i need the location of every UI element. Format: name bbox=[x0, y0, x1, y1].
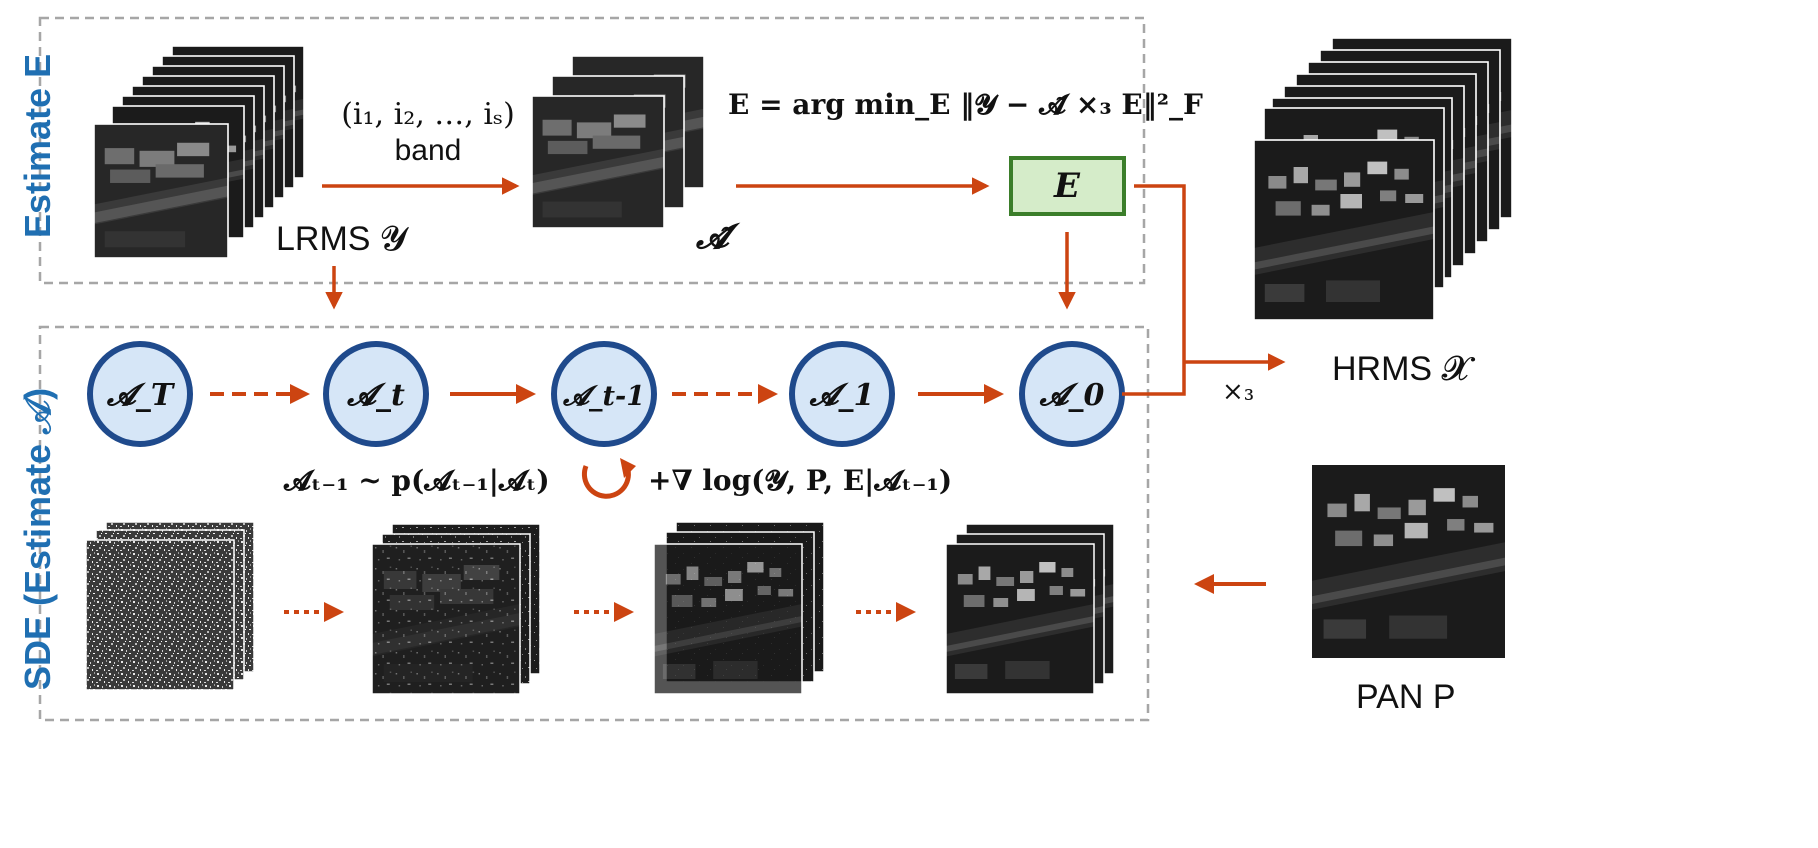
a-tilde-image-stack bbox=[531, 55, 705, 229]
estimation-equation: E = arg min_E ‖𝓨 − 𝓐̃ ×₃ E‖²_F bbox=[728, 88, 1203, 121]
state-a-t-minus-1 bbox=[551, 341, 657, 447]
state-a-t-minus-1-label: 𝓐_t-1 bbox=[562, 381, 645, 412]
lrms-label: LRMS 𝓨 bbox=[276, 220, 410, 258]
state-a-0-label: 𝓐_0 bbox=[1039, 378, 1105, 413]
pan-image bbox=[1312, 465, 1505, 658]
sampling-formula: 𝓐ₜ₋₁ ~ p(𝓐ₜ₋₁|𝓐ₜ) bbox=[283, 464, 550, 497]
iteration-loop-icon bbox=[581, 465, 631, 499]
band-label: band bbox=[395, 134, 462, 167]
mode3-product-label: ×₃ bbox=[1222, 377, 1254, 407]
state-a-t bbox=[323, 341, 429, 447]
state-a-1 bbox=[789, 341, 895, 447]
state-a-T bbox=[87, 341, 193, 447]
noise-stack-3 bbox=[653, 521, 825, 695]
iteration-loop-arrowhead bbox=[620, 458, 636, 478]
noise-stack-4 bbox=[945, 523, 1115, 695]
e-box-label: E bbox=[1053, 166, 1081, 206]
sde-panel bbox=[38, 325, 1150, 722]
band-indices: (i₁, i₂, …, iₛ) bbox=[341, 97, 515, 132]
e-box bbox=[1009, 156, 1126, 216]
lrms-image-stack bbox=[93, 45, 305, 259]
a-tilde-label: 𝓐̃ bbox=[695, 217, 741, 257]
estimate-e-title: Estimate E bbox=[17, 54, 58, 238]
estimate-e-panel bbox=[38, 16, 1146, 285]
state-a-t-label: 𝓐_t bbox=[346, 378, 405, 413]
hrms-label: HRMS 𝓧 bbox=[1332, 350, 1476, 388]
hrms-image-stack bbox=[1253, 37, 1513, 321]
noise-stack-1 bbox=[85, 521, 255, 691]
guidance-formula: +∇ log(𝓨, P, E|𝓐ₜ₋₁) bbox=[648, 464, 952, 497]
state-a-T-label: 𝓐_T bbox=[106, 378, 176, 413]
e-to-output-line bbox=[1134, 184, 1186, 362]
pan-label: PAN P bbox=[1356, 678, 1456, 716]
state-a-1-label: 𝓐_1 bbox=[809, 378, 875, 413]
sde-title: SDE (Estimate 𝒜) bbox=[17, 388, 58, 690]
a0-to-output-line bbox=[1134, 362, 1186, 396]
sde-state-chain: 𝓐_T 𝓐_t 𝓐_t-1 𝓐_1 𝓐_0 bbox=[87, 341, 1125, 447]
noise-stack-2 bbox=[371, 523, 541, 695]
